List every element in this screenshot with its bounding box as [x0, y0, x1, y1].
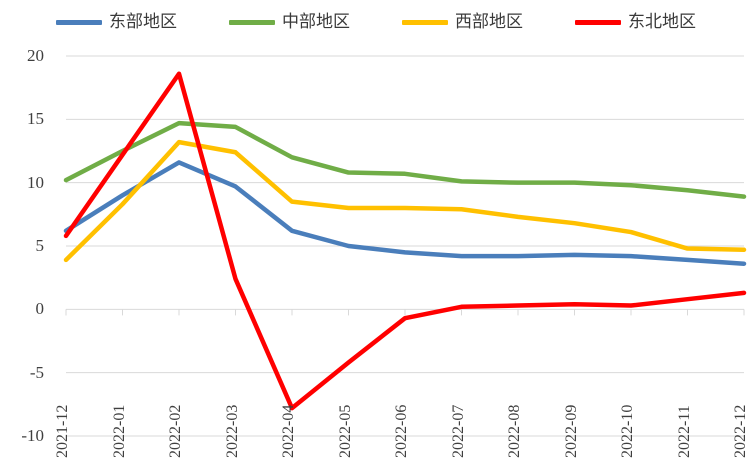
y-tick-label: 20	[27, 46, 44, 65]
x-tick-label: 2022-09	[562, 404, 580, 458]
x-tick-label: 2022-02	[167, 404, 184, 458]
series-line-3	[63, 139, 747, 263]
legend-item-1[interactable]: 东部地区	[56, 11, 177, 32]
series-lines	[63, 71, 747, 411]
y-tick-label: -5	[29, 362, 44, 382]
x-tick-label: 2022-01	[110, 404, 128, 458]
y-tick-label: 15	[27, 109, 44, 129]
y-tick-label: 5	[35, 236, 45, 255]
legend-item-label: 西部地区	[455, 11, 523, 32]
x-tick-label: 2022-04	[280, 404, 297, 458]
x-tick-label: 2021-12	[54, 404, 71, 458]
legend-item-label: 东北地区	[628, 11, 696, 32]
x-tick-label: 2022-07	[449, 404, 467, 458]
y-tick-label: 10	[27, 172, 44, 192]
x-tick-label: 2022-11	[675, 405, 693, 458]
series-line-1	[63, 160, 747, 266]
x-tick-label: 2022-10	[619, 404, 636, 458]
x-tick-label: 2022-06	[393, 404, 410, 458]
y-tick-label: -10	[21, 426, 44, 445]
x-tick-label: 2022-05	[336, 404, 354, 458]
legend-item-2[interactable]: 中部地区	[229, 11, 350, 32]
legend-line-swatch	[402, 19, 448, 25]
legend-line-swatch	[56, 19, 102, 25]
legend-item-3[interactable]: 西部地区	[402, 11, 523, 32]
x-tick-label: 2022-12	[732, 404, 749, 458]
legend-item-4[interactable]: 东北地区	[575, 11, 696, 32]
legend-item-label: 东部地区	[109, 11, 177, 32]
gridlines	[65, 55, 745, 437]
legend-item-label: 中部地区	[282, 11, 350, 32]
legend-line-swatch	[575, 19, 621, 25]
series-line-2	[63, 120, 747, 199]
x-tick-label: 2022-03	[223, 404, 241, 458]
x-tick-label: 2022-08	[506, 404, 523, 458]
plot-area	[63, 55, 747, 437]
chart-legend: 东部地区 中部地区 西部地区 东北地区	[0, 0, 752, 44]
legend-line-swatch	[229, 19, 275, 25]
y-tick-label: 0	[35, 299, 45, 319]
y-axis: 20 15 10 5 0 -5 -10	[0, 46, 56, 445]
series-line-4	[63, 71, 747, 411]
